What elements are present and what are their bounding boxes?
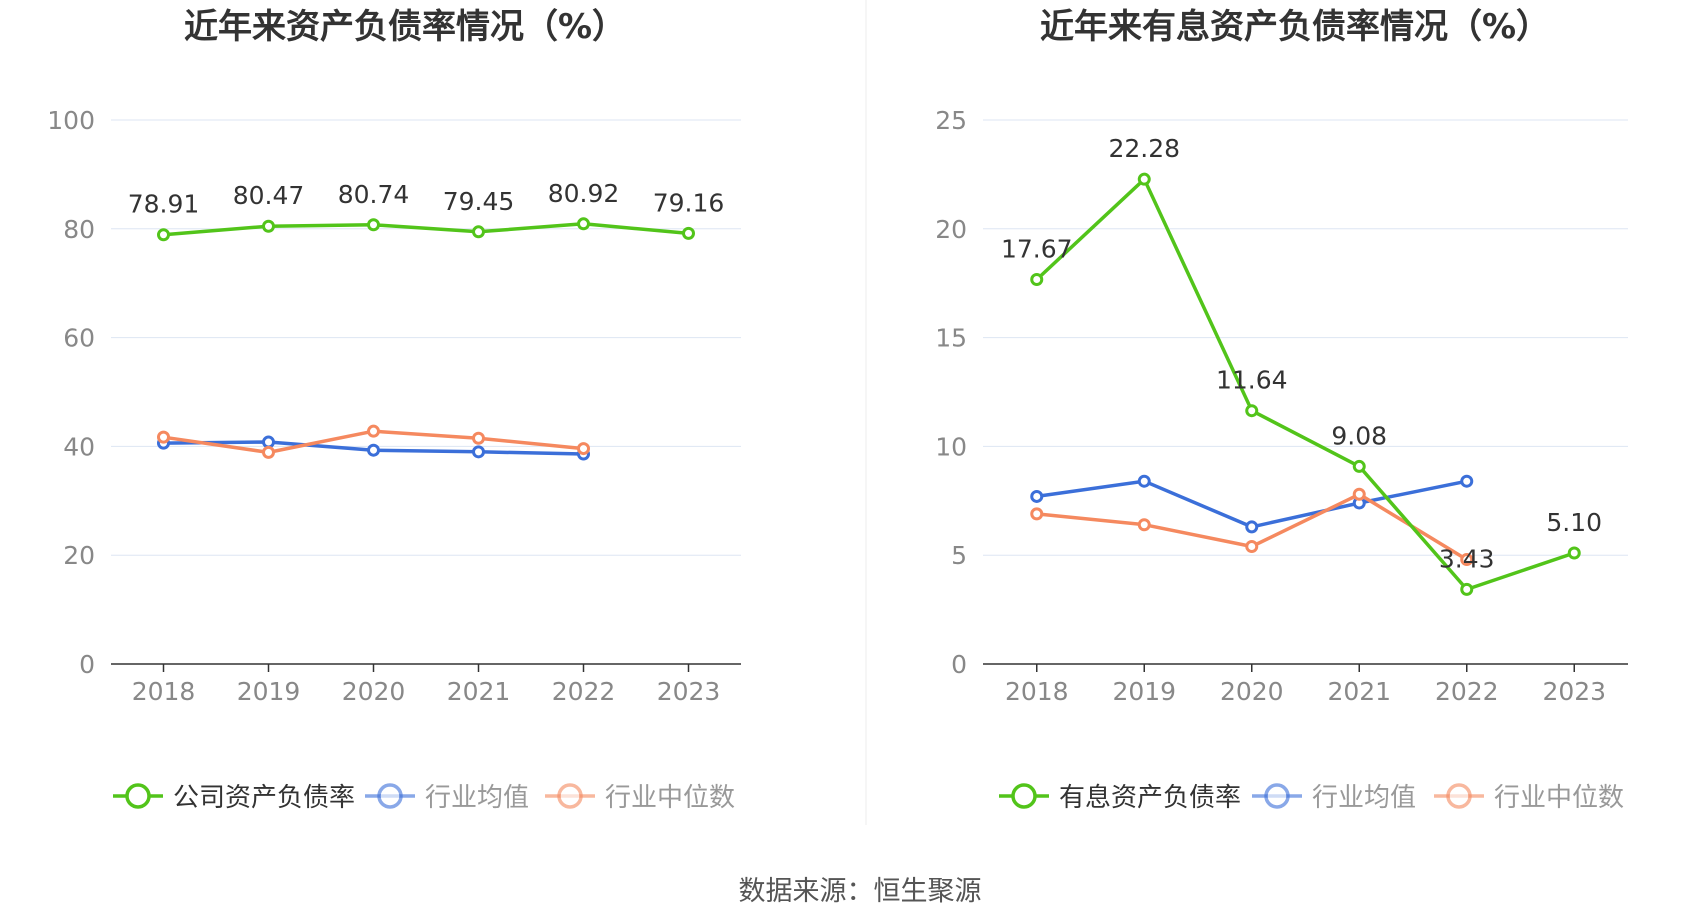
legend-label: 公司资产负债率 bbox=[173, 783, 355, 813]
legend-label: 行业中位数 bbox=[1494, 783, 1624, 813]
legend-label: 行业均值 bbox=[425, 783, 529, 813]
data-point bbox=[1352, 487, 1366, 501]
y-tick-label: 5 bbox=[951, 541, 967, 570]
data-point bbox=[367, 218, 380, 232]
data-label: 22.28 bbox=[1108, 134, 1180, 163]
data-point bbox=[1460, 582, 1474, 596]
data-point bbox=[472, 431, 485, 445]
y-tick-label: 80 bbox=[63, 215, 95, 244]
x-tick-label: 2018 bbox=[1005, 677, 1069, 706]
data-label: 79.16 bbox=[653, 188, 725, 217]
data-point bbox=[1030, 507, 1044, 521]
series-line bbox=[1035, 177, 1575, 592]
x-tick-label: 2018 bbox=[132, 677, 196, 706]
data-point bbox=[682, 226, 695, 240]
data-label: 79.45 bbox=[443, 187, 515, 216]
chart-title: 近年来有息资产负债率情况（%） bbox=[1040, 7, 1550, 47]
x-tick-label: 2021 bbox=[447, 677, 511, 706]
legend-label: 行业均值 bbox=[1312, 783, 1416, 813]
data-point bbox=[1460, 553, 1474, 567]
data-point bbox=[1460, 474, 1474, 488]
y-tick-label: 60 bbox=[63, 324, 95, 353]
legend-label: 行业中位数 bbox=[605, 783, 735, 813]
data-label: 80.74 bbox=[338, 180, 410, 209]
x-tick-label: 2023 bbox=[1542, 677, 1606, 706]
legend-marker bbox=[1264, 783, 1290, 809]
data-point bbox=[1030, 489, 1044, 503]
data-label: 5.10 bbox=[1546, 508, 1602, 537]
data-source-note: 数据来源：恒生聚源 bbox=[739, 876, 982, 907]
y-tick-label: 20 bbox=[63, 541, 95, 570]
data-label: 78.91 bbox=[128, 190, 200, 219]
y-tick-label: 0 bbox=[79, 650, 95, 679]
data-point bbox=[157, 228, 170, 242]
data-point bbox=[157, 430, 170, 444]
x-tick-label: 2020 bbox=[342, 677, 406, 706]
data-point bbox=[367, 443, 380, 457]
y-tick-label: 20 bbox=[935, 215, 967, 244]
data-point bbox=[1137, 518, 1151, 532]
legend-marker bbox=[557, 783, 583, 809]
data-label: 80.92 bbox=[548, 179, 620, 208]
x-tick-label: 2021 bbox=[1327, 677, 1391, 706]
debt-ratio-chart: 近年来资产负债率情况（%） 0 20 40 60 80 100 2018 2019 2020 202… bbox=[47, 7, 741, 813]
data-point bbox=[577, 217, 590, 231]
legend-marker bbox=[1011, 783, 1037, 809]
legend-marker bbox=[125, 783, 151, 809]
x-tick-label: 2019 bbox=[1112, 677, 1176, 706]
x-tick-label: 2020 bbox=[1220, 677, 1284, 706]
data-label: 80.47 bbox=[233, 181, 305, 210]
data-point bbox=[1137, 172, 1151, 186]
data-point bbox=[1567, 546, 1581, 560]
data-point bbox=[367, 424, 380, 438]
data-point bbox=[262, 435, 275, 449]
legend-label: 有息资产负债率 bbox=[1059, 783, 1241, 813]
interest-debt-ratio-chart: 近年来有息资产负债率情况（%） 0 5 10 15 20 25 2018 2019 2020 202… bbox=[935, 7, 1628, 813]
y-tick-label: 40 bbox=[63, 432, 95, 461]
series-line bbox=[163, 222, 689, 237]
data-point bbox=[472, 445, 485, 459]
y-tick-label: 100 bbox=[47, 106, 95, 135]
data-point bbox=[1245, 539, 1259, 553]
data-point bbox=[1030, 273, 1044, 287]
y-tick-label: 25 bbox=[935, 106, 967, 135]
y-tick-label: 10 bbox=[935, 432, 967, 461]
data-point bbox=[1352, 459, 1366, 473]
data-point bbox=[1137, 474, 1151, 488]
x-tick-label: 2022 bbox=[552, 677, 616, 706]
data-point bbox=[1245, 520, 1259, 534]
data-point bbox=[577, 442, 590, 456]
data-point bbox=[1245, 404, 1259, 418]
x-tick-label: 2023 bbox=[657, 677, 721, 706]
x-tick-label: 2022 bbox=[1435, 677, 1499, 706]
data-label: 11.64 bbox=[1216, 366, 1288, 395]
y-tick-label: 15 bbox=[935, 324, 967, 353]
chart-title: 近年来资产负债率情况（%） bbox=[184, 7, 626, 47]
legend-marker bbox=[377, 783, 403, 809]
data-label: 17.67 bbox=[1001, 235, 1073, 264]
x-tick-label: 2019 bbox=[237, 677, 301, 706]
data-label: 3.43 bbox=[1439, 544, 1495, 573]
data-point bbox=[472, 225, 485, 239]
data-point bbox=[262, 445, 275, 459]
y-tick-label: 0 bbox=[951, 650, 967, 679]
data-point bbox=[262, 219, 275, 233]
legend-marker bbox=[1446, 783, 1472, 809]
data-label: 9.08 bbox=[1331, 421, 1387, 450]
